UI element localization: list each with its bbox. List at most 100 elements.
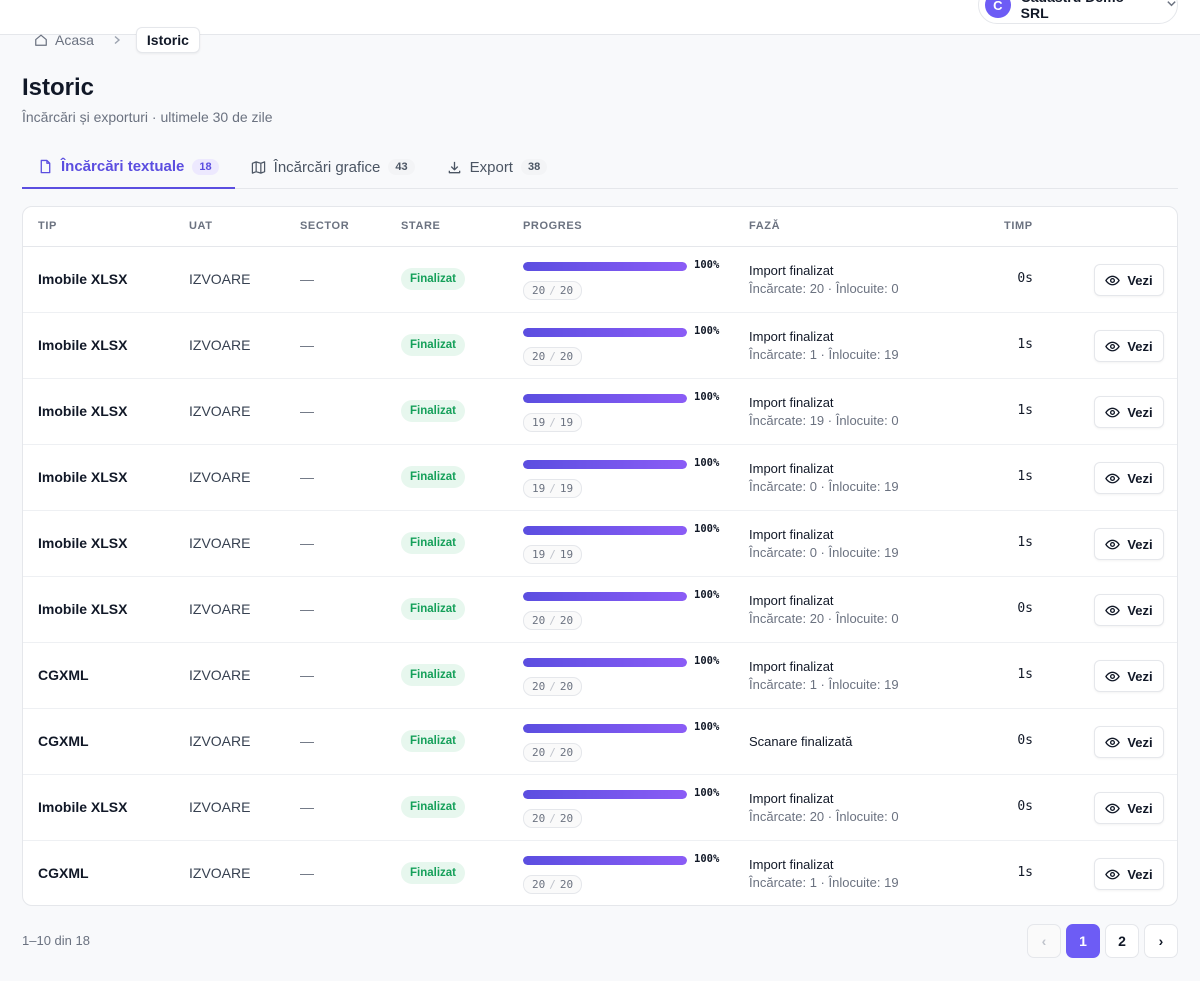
cell-faza: Import finalizat Încărcate: 1 · Înlocuite… <box>749 658 899 694</box>
cell-faza: Import finalizat Încărcate: 20 · Înlocuit… <box>749 592 899 628</box>
cell-sector: — <box>300 337 314 353</box>
view-button[interactable]: Vezi <box>1094 858 1164 890</box>
progress-count: 20/20 <box>523 875 583 894</box>
progress-bar-fill <box>523 262 687 271</box>
progress-total: 20 <box>559 680 574 693</box>
home-icon <box>35 34 47 46</box>
view-button[interactable]: Vezi <box>1094 330 1164 362</box>
progress-count: 20/20 <box>523 743 583 762</box>
view-button-label: Vezi <box>1127 470 1153 486</box>
view-button[interactable]: Vezi <box>1094 264 1164 296</box>
progress-bar <box>523 724 687 733</box>
status-badge: Finalizat <box>401 598 466 620</box>
view-button[interactable]: Vezi <box>1094 528 1164 560</box>
breadcrumb: Acasa Istoric <box>34 26 200 54</box>
progress-percent: 100% <box>694 655 720 667</box>
column-header-uat[interactable]: UAT <box>189 220 213 232</box>
cell-timp: 1s <box>1017 403 1033 418</box>
cell-tip: Imobile XLSX <box>38 799 128 815</box>
tab-count: 18 <box>192 158 219 175</box>
cell-sector: — <box>300 601 314 617</box>
view-button-label: Vezi <box>1127 272 1153 288</box>
progress-total: 20 <box>559 878 574 891</box>
progress-count: 19/19 <box>523 479 583 498</box>
tab-incarcari-textuale[interactable]: Încărcări textuale 18 <box>22 146 235 189</box>
map-icon <box>251 160 265 174</box>
view-button[interactable]: Vezi <box>1094 726 1164 758</box>
progress-percent: 100% <box>694 523 720 535</box>
status-badge: Finalizat <box>401 862 466 884</box>
page-title: Istoric <box>22 74 95 101</box>
view-button-label: Vezi <box>1127 536 1153 552</box>
tab-label: Export <box>469 158 513 176</box>
progress-cell: 100% 20/20 <box>523 259 719 302</box>
phase-title: Import finalizat <box>749 395 834 410</box>
breadcrumb-home[interactable]: Acasa <box>34 32 94 48</box>
page-button-2[interactable]: 2 <box>1105 924 1139 958</box>
progress-bar <box>523 262 687 271</box>
progress-done: 20 <box>532 350 546 363</box>
org-name: Cadastru Demo SRL <box>1020 0 1124 21</box>
cell-tip: Imobile XLSX <box>38 403 128 419</box>
progress-separator: / <box>549 548 556 561</box>
page-button-1[interactable]: 1 <box>1066 924 1100 958</box>
view-button-label: Vezi <box>1127 404 1153 420</box>
cell-tip: Imobile XLSX <box>38 337 128 353</box>
table-row: Imobile XLSX IZVOARE — Finalizat 100% 19/19 Im… <box>23 379 1177 445</box>
progress-separator: / <box>549 746 556 759</box>
cell-sector: — <box>300 667 314 683</box>
tab-export[interactable]: Export 38 <box>431 146 564 188</box>
tab-incarcari-grafice[interactable]: Încărcări grafice 43 <box>235 146 431 188</box>
column-header-stare[interactable]: STARE <box>401 220 441 232</box>
progress-cell: 100% 20/20 <box>523 655 719 698</box>
status-badge: Finalizat <box>401 466 466 488</box>
cell-uat: IZVOARE <box>189 535 251 551</box>
status-badge: Finalizat <box>401 268 466 290</box>
phase-title: Import finalizat <box>749 857 834 872</box>
eye-icon <box>1105 803 1121 813</box>
progress-count: 19/19 <box>523 413 583 432</box>
next-page-button[interactable]: › <box>1144 924 1178 958</box>
phase-title: Import finalizat <box>749 461 834 476</box>
status-badge: Finalizat <box>401 334 466 356</box>
history-table: TIP UAT SECTOR STARE PROGRES FAZĂ TIMP I… <box>22 206 1178 906</box>
column-header-tip[interactable]: TIP <box>38 220 57 232</box>
progress-percent: 100% <box>694 325 720 337</box>
eye-icon <box>1105 605 1121 615</box>
table-row: CGXML IZVOARE — Finalizat 100% 20/20 Import fi… <box>23 841 1177 905</box>
progress-done: 20 <box>532 878 546 891</box>
cell-faza: Import finalizat Încărcate: 1 · Înlocuite… <box>749 328 899 364</box>
prev-page-button[interactable]: ‹ <box>1027 924 1061 958</box>
progress-total: 19 <box>559 548 574 561</box>
status-badge: Finalizat <box>401 532 466 554</box>
status-badge: Finalizat <box>401 664 466 686</box>
view-button[interactable]: Vezi <box>1094 594 1164 626</box>
cell-timp: 1s <box>1017 469 1033 484</box>
progress-count: 20/20 <box>523 347 583 366</box>
page-subtitle: Încărcări și exporturi · ultimele 30 de … <box>22 109 273 125</box>
cell-timp: 0s <box>1017 799 1033 814</box>
view-button[interactable]: Vezi <box>1094 660 1164 692</box>
phase-detail: Încărcate: 20 · Înlocuite: 0 <box>749 281 899 296</box>
cell-faza: Scanare finalizată <box>749 733 852 751</box>
tab-label: Încărcări grafice <box>273 158 381 176</box>
phase-title: Import finalizat <box>749 659 834 674</box>
column-header-timp[interactable]: TIMP <box>1004 220 1033 232</box>
column-header-faza[interactable]: FAZĂ <box>749 220 781 232</box>
column-header-progres[interactable]: PROGRES <box>523 220 583 232</box>
eye-icon <box>1105 275 1121 285</box>
org-switcher[interactable]: C Cadastru Demo SRL <box>978 0 1178 24</box>
progress-bar-fill <box>523 328 687 337</box>
cell-sector: — <box>300 865 314 881</box>
progress-done: 19 <box>532 416 546 429</box>
view-button[interactable]: Vezi <box>1094 792 1164 824</box>
progress-percent: 100% <box>694 853 720 865</box>
view-button[interactable]: Vezi <box>1094 462 1164 494</box>
progress-percent: 100% <box>694 589 720 601</box>
column-header-sector[interactable]: SECTOR <box>300 220 350 232</box>
phase-detail: Încărcate: 0 · Înlocuite: 19 <box>749 545 899 560</box>
progress-bar-fill <box>523 790 687 799</box>
phase-detail: Încărcate: 19 · Înlocuite: 0 <box>749 413 899 428</box>
view-button[interactable]: Vezi <box>1094 396 1164 428</box>
table-row: Imobile XLSX IZVOARE — Finalizat 100% 20/20 Im… <box>23 247 1177 313</box>
